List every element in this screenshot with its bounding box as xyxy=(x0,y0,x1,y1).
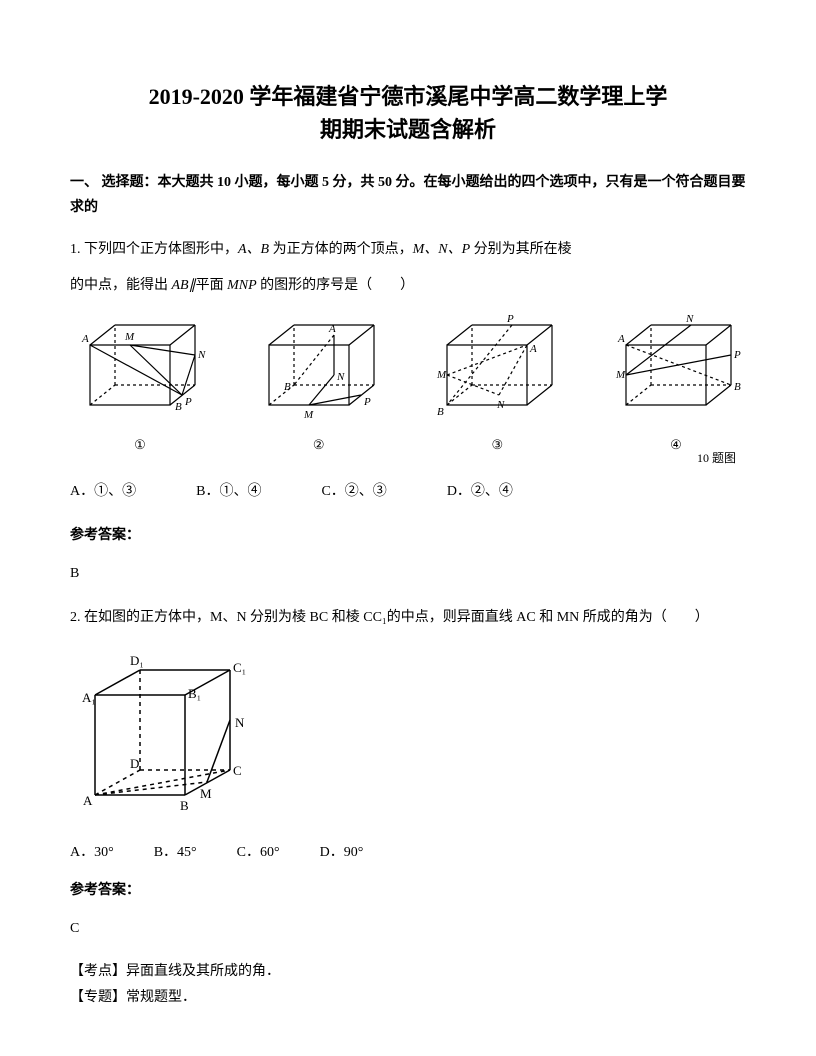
q2-answer-label: 参考答案： xyxy=(70,877,746,905)
svg-text:B: B xyxy=(734,381,741,393)
cube2-svg: A N B M P xyxy=(249,310,389,430)
svg-text:P: P xyxy=(733,349,741,361)
svg-text:N: N xyxy=(336,371,345,383)
svg-text:N: N xyxy=(197,349,206,361)
question-2: 2. 在如图的正方体中，M、N 分别为棱 BC 和棱 CC₁的中点，则异面直线 … xyxy=(70,604,746,1009)
q1-option-c: C．②、③ xyxy=(321,478,386,506)
svg-text:N: N xyxy=(685,313,694,325)
svg-text:M: M xyxy=(436,369,447,381)
svg-text:D: D xyxy=(130,756,139,771)
q2-kaodian: 【考点】异面直线及其所成的角． xyxy=(70,959,746,984)
q1-option-b: B．①、④ xyxy=(196,478,261,506)
q1-vars3: AB∥ xyxy=(172,278,196,293)
cube-1: A M N B P ① xyxy=(70,310,210,458)
q1-vars2: M、N、P xyxy=(413,242,471,257)
q1-vars1: A、B xyxy=(238,242,269,257)
kaodian-label: 【考点】 xyxy=(70,964,126,979)
cubes-row: A M N B P ① xyxy=(70,310,746,458)
title-line2: 期期末试题含解析 xyxy=(70,113,746,146)
cube2-label: ② xyxy=(313,432,325,458)
svg-text:B: B xyxy=(437,406,444,418)
svg-text:B₁: B₁ xyxy=(188,686,201,701)
cube1-label: ① xyxy=(134,432,146,458)
svg-text:M: M xyxy=(303,409,314,421)
svg-text:M: M xyxy=(615,369,626,381)
svg-text:A: A xyxy=(617,333,625,345)
q1-text2: 的中点，能得出 AB∥平面 MNP 的图形的序号是（ ） xyxy=(70,272,746,300)
q1-option-d: D．②、④ xyxy=(447,478,513,506)
title-line1: 2019-2020 学年福建省宁德市溪尾中学高二数学理上学 xyxy=(70,80,746,113)
question-1: 1. 下列四个正方体图形中，A、B 为正方体的两个顶点，M、N、P 分别为其所在… xyxy=(70,236,746,588)
section-header: 一、 选择题：本大题共 10 小题，每小题 5 分，共 50 分。在每小题给出的… xyxy=(70,170,746,220)
q1-option-a: A．①、③ xyxy=(70,478,136,506)
q1-mid3: 平面 xyxy=(196,278,228,293)
svg-text:M: M xyxy=(200,786,212,801)
q2-figure: A₁ D₁ C₁ B₁ A D C B M N xyxy=(70,640,746,831)
page-title: 2019-2020 学年福建省宁德市溪尾中学高二数学理上学 期期末试题含解析 xyxy=(70,80,746,146)
q2-zhuanti: 【专题】常规题型． xyxy=(70,985,746,1010)
q2-option-a: A．30° xyxy=(70,839,114,867)
svg-text:B: B xyxy=(180,798,189,813)
q1-line2a: 的中点，能得出 xyxy=(70,278,172,293)
svg-text:N: N xyxy=(235,715,245,730)
q2-option-b: B．45° xyxy=(154,839,197,867)
svg-text:B: B xyxy=(175,401,182,413)
cube1-svg: A M N B P xyxy=(70,310,210,430)
cube4-label: ④ xyxy=(670,432,682,458)
svg-text:A₁: A₁ xyxy=(82,690,96,705)
svg-text:C: C xyxy=(233,763,242,778)
q1-mid2: 分别为其所在棱 xyxy=(470,242,572,257)
cube3-svg: P A M B N xyxy=(427,310,567,430)
cube4-svg: N A M P B xyxy=(606,310,746,430)
svg-text:M: M xyxy=(124,331,135,343)
svg-text:B: B xyxy=(284,381,291,393)
q1-text: 1. 下列四个正方体图形中，A、B 为正方体的两个顶点，M、N、P 分别为其所在… xyxy=(70,236,746,264)
q1-mid1: 为正方体的两个顶点， xyxy=(269,242,413,257)
q1-answer-label: 参考答案： xyxy=(70,522,746,550)
svg-text:A: A xyxy=(81,333,89,345)
svg-text:A: A xyxy=(529,343,537,355)
svg-text:P: P xyxy=(363,396,371,408)
q1-options: A．①、③ B．①、④ C．②、③ D．②、④ xyxy=(70,478,746,506)
q2-answer-value: C xyxy=(70,915,746,943)
zhuanti-label: 【专题】 xyxy=(70,990,126,1005)
q2-text: 2. 在如图的正方体中，M、N 分别为棱 BC 和棱 CC₁的中点，则异面直线 … xyxy=(70,604,746,632)
q2-cube-svg: A₁ D₁ C₁ B₁ A D C B M N xyxy=(70,640,270,820)
q1-answer-value: B xyxy=(70,560,746,588)
q2-option-c: C．60° xyxy=(237,839,280,867)
svg-text:P: P xyxy=(506,313,514,325)
q1-prefix: 1. 下列四个正方体图形中， xyxy=(70,242,238,257)
zhuanti-value: 常规题型． xyxy=(126,990,196,1005)
svg-text:A: A xyxy=(328,323,336,335)
svg-text:D₁: D₁ xyxy=(130,653,144,668)
svg-text:A: A xyxy=(83,793,93,808)
q1-vars4: MNP xyxy=(227,278,257,293)
cube-2: A N B M P ② xyxy=(249,310,389,458)
cube3-label: ③ xyxy=(491,432,503,458)
q2-options: A．30° B．45° C．60° D．90° xyxy=(70,839,746,867)
cube-4: N A M P B ④ xyxy=(606,310,746,458)
q2-option-d: D．90° xyxy=(320,839,364,867)
kaodian-value: 异面直线及其所成的角． xyxy=(126,964,280,979)
q1-line2b: 的图形的序号是（ ） xyxy=(257,278,415,293)
cube-3: P A M B N ③ xyxy=(427,310,567,458)
svg-text:C₁: C₁ xyxy=(233,660,246,675)
svg-text:P: P xyxy=(184,396,192,408)
svg-text:N: N xyxy=(496,399,505,411)
